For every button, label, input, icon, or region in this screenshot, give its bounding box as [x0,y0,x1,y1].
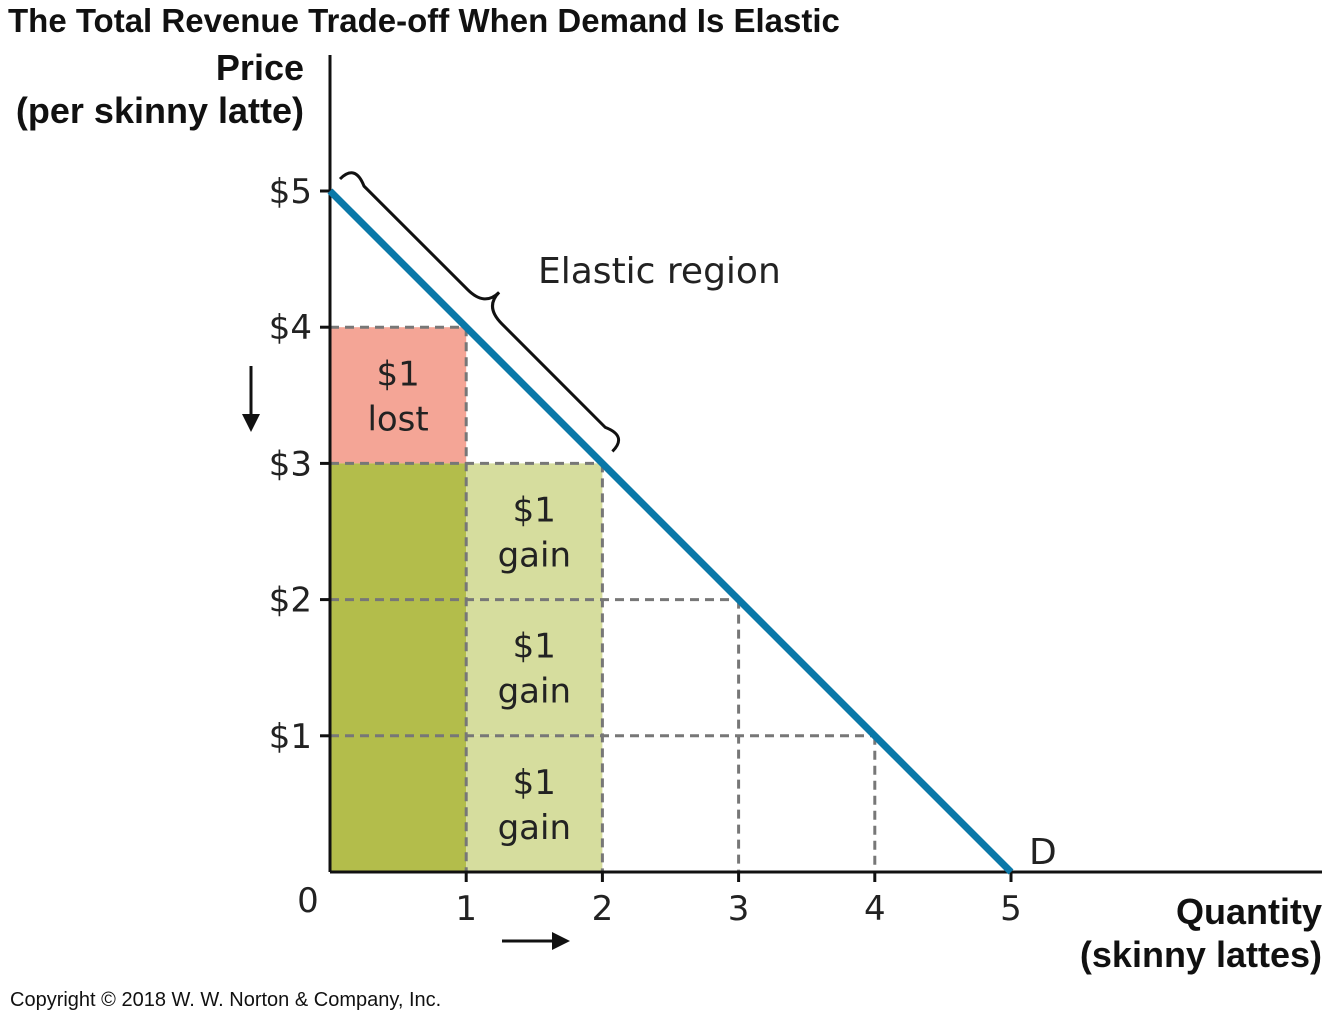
revenue-area [466,463,603,600]
origin-label: 0 [297,881,319,921]
revenue-area [330,327,467,464]
chart-title: The Total Revenue Trade-off When Demand … [8,2,840,39]
area-label-kind: gain [498,808,571,848]
x-tick-label: 5 [1000,889,1022,929]
area-label-kind: gain [498,536,571,576]
y-tick-label: $4 [269,308,312,348]
x-tick-label: 4 [864,889,886,929]
y-axis-title-line1: Price [216,47,304,88]
price-decrease-arrow [242,366,260,432]
y-tick-label: $5 [269,172,312,212]
demand-curve-label: D [1029,832,1057,873]
revenue-area [466,599,603,736]
x-tick-label: 3 [728,889,750,929]
y-tick-label: $2 [269,581,312,621]
x-ticks: 1 2 3 4 5 [455,872,1022,929]
revenue-area [466,735,603,872]
x-tick-label: 2 [592,889,614,929]
quantity-increase-arrow [502,932,570,950]
y-axis-title-line2: (per skinny latte) [16,90,304,131]
revenue-area [330,463,467,872]
x-tick-label: 1 [455,889,477,929]
copyright-notice: Copyright © 2018 W. W. Norton & Company,… [10,989,441,1011]
area-label-kind: gain [498,672,571,712]
area-label-amount: $1 [513,763,556,803]
y-tick-label: $1 [269,717,312,757]
elastic-region-label: Elastic region [538,251,781,292]
demand-curve [327,188,1014,875]
area-label-amount: $1 [513,491,556,531]
elastic-region-bracket [338,171,621,453]
guide-lines [330,325,877,872]
x-axis-title-line2: (skinny lattes) [1080,934,1322,975]
revenue-areas: $1 lost $1 gain $1 gain $1 gain [330,327,603,872]
area-label-amount: $1 [376,354,419,394]
area-label-amount: $1 [513,627,556,667]
y-ticks: $1 $2 $3 $4 $5 [269,172,330,757]
x-axis-title-line1: Quantity [1176,891,1322,932]
area-label-kind: lost [367,399,428,439]
y-tick-label: $3 [269,444,312,484]
